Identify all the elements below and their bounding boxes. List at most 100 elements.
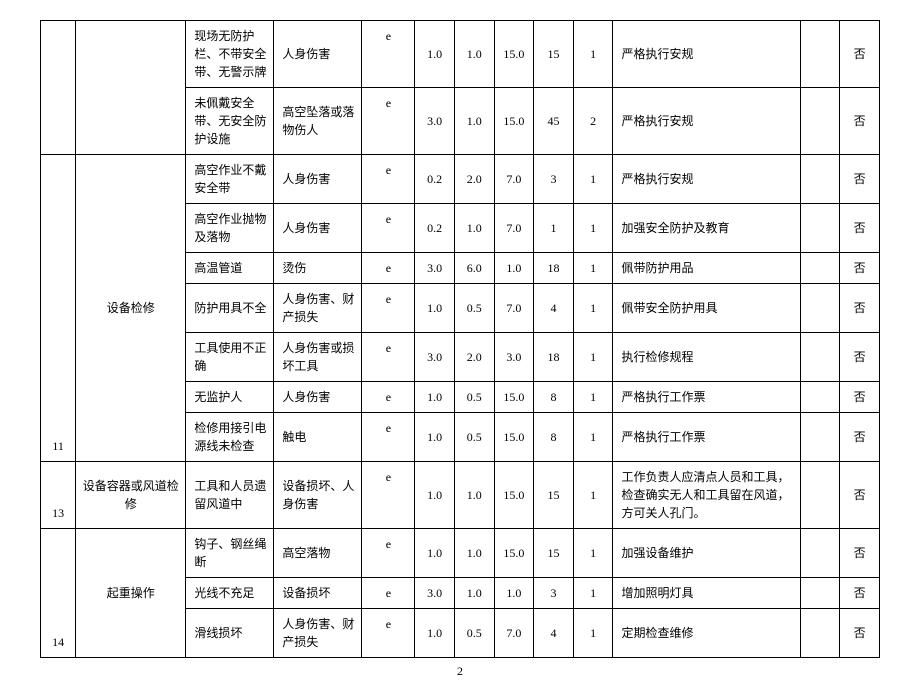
blank xyxy=(800,88,840,155)
risk: 高空坠落或落物伤人 xyxy=(274,88,362,155)
val-5: 1 xyxy=(573,413,613,462)
measure: 定期检查维修 xyxy=(613,609,800,658)
mark: e xyxy=(362,155,415,204)
val-2: 0.5 xyxy=(454,382,494,413)
blank xyxy=(800,462,840,529)
val-2: 1.0 xyxy=(454,88,494,155)
task-name: 起重操作 xyxy=(76,529,186,658)
val-4: 15 xyxy=(534,462,574,529)
risk: 人身伤害 xyxy=(274,155,362,204)
flag: 否 xyxy=(840,155,880,204)
row-index: 11 xyxy=(41,155,76,462)
val-2: 2.0 xyxy=(454,333,494,382)
mark: e xyxy=(362,204,415,253)
val-5: 1 xyxy=(573,382,613,413)
val-2: 0.5 xyxy=(454,413,494,462)
val-3: 15.0 xyxy=(494,413,534,462)
mark: e xyxy=(362,88,415,155)
task-name: 设备容器或风道检修 xyxy=(76,462,186,529)
val-5: 1 xyxy=(573,529,613,578)
val-1: 1.0 xyxy=(415,609,455,658)
blank xyxy=(800,609,840,658)
val-1: 3.0 xyxy=(415,88,455,155)
task-name: 设备检修 xyxy=(76,155,186,462)
risk: 人身伤害 xyxy=(274,21,362,88)
mark: e xyxy=(362,382,415,413)
mark: e xyxy=(362,462,415,529)
cause: 钩子、钢丝绳断 xyxy=(186,529,274,578)
val-3: 15.0 xyxy=(494,21,534,88)
val-4: 8 xyxy=(534,413,574,462)
flag: 否 xyxy=(840,609,880,658)
flag: 否 xyxy=(840,333,880,382)
val-5: 1 xyxy=(573,21,613,88)
risk: 人身伤害 xyxy=(274,204,362,253)
val-3: 3.0 xyxy=(494,333,534,382)
risk: 设备损坏、人身伤害 xyxy=(274,462,362,529)
flag: 否 xyxy=(840,462,880,529)
val-1: 1.0 xyxy=(415,529,455,578)
blank xyxy=(800,333,840,382)
cause: 高空作业不戴安全带 xyxy=(186,155,274,204)
blank xyxy=(800,155,840,204)
val-3: 15.0 xyxy=(494,462,534,529)
page-number: 2 xyxy=(40,664,880,679)
flag: 否 xyxy=(840,253,880,284)
cause: 未佩戴安全带、无安全防护设施 xyxy=(186,88,274,155)
val-4: 18 xyxy=(534,333,574,382)
blank xyxy=(800,253,840,284)
val-3: 15.0 xyxy=(494,382,534,413)
table-row: 13设备容器或风道检修工具和人员遗留风道中设备损坏、人身伤害e1.01.015.… xyxy=(41,462,880,529)
val-5: 1 xyxy=(573,462,613,529)
val-1: 1.0 xyxy=(415,382,455,413)
val-4: 8 xyxy=(534,382,574,413)
flag: 否 xyxy=(840,529,880,578)
val-2: 1.0 xyxy=(454,21,494,88)
blank xyxy=(800,21,840,88)
risk: 人身伤害 xyxy=(274,382,362,413)
blank xyxy=(800,529,840,578)
val-4: 45 xyxy=(534,88,574,155)
row-index: 13 xyxy=(41,462,76,529)
val-2: 2.0 xyxy=(454,155,494,204)
val-1: 1.0 xyxy=(415,462,455,529)
flag: 否 xyxy=(840,413,880,462)
val-2: 6.0 xyxy=(454,253,494,284)
measure: 工作负责人应清点人员和工具，检查确实无人和工具留在风道，方可关人孔门。 xyxy=(613,462,800,529)
val-5: 1 xyxy=(573,284,613,333)
val-5: 1 xyxy=(573,578,613,609)
val-1: 3.0 xyxy=(415,333,455,382)
measure: 严格执行工作票 xyxy=(613,382,800,413)
val-1: 3.0 xyxy=(415,578,455,609)
risk-table: 现场无防护栏、不带安全带、无警示牌人身伤害e1.01.015.0151严格执行安… xyxy=(40,20,880,658)
val-5: 1 xyxy=(573,204,613,253)
val-3: 7.0 xyxy=(494,609,534,658)
mark: e xyxy=(362,529,415,578)
mark: e xyxy=(362,284,415,333)
risk: 烫伤 xyxy=(274,253,362,284)
risk: 人身伤害、财产损失 xyxy=(274,284,362,333)
val-1: 1.0 xyxy=(415,21,455,88)
blank xyxy=(800,204,840,253)
flag: 否 xyxy=(840,21,880,88)
cause: 高空作业抛物及落物 xyxy=(186,204,274,253)
table-row: 11设备检修高空作业不戴安全带人身伤害e0.22.07.031严格执行安规否 xyxy=(41,155,880,204)
val-1: 1.0 xyxy=(415,284,455,333)
val-3: 7.0 xyxy=(494,204,534,253)
val-5: 1 xyxy=(573,253,613,284)
val-5: 1 xyxy=(573,155,613,204)
mark: e xyxy=(362,609,415,658)
cause: 工具使用不正确 xyxy=(186,333,274,382)
risk: 高空落物 xyxy=(274,529,362,578)
measure: 严格执行工作票 xyxy=(613,413,800,462)
val-3: 7.0 xyxy=(494,284,534,333)
flag: 否 xyxy=(840,382,880,413)
measure: 加强安全防护及教育 xyxy=(613,204,800,253)
flag: 否 xyxy=(840,578,880,609)
flag: 否 xyxy=(840,284,880,333)
row-index: 14 xyxy=(41,529,76,658)
mark: e xyxy=(362,21,415,88)
mark: e xyxy=(362,333,415,382)
mark: e xyxy=(362,578,415,609)
table-row: 14起重操作钩子、钢丝绳断高空落物e1.01.015.0151加强设备维护否 xyxy=(41,529,880,578)
